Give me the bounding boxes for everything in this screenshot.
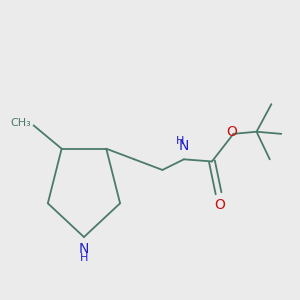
Text: O: O — [214, 198, 225, 212]
Text: N: N — [179, 140, 189, 153]
Text: O: O — [227, 125, 238, 139]
Text: CH₃: CH₃ — [10, 118, 31, 128]
Text: H: H — [80, 253, 88, 263]
Text: N: N — [79, 242, 89, 256]
Text: H: H — [176, 136, 184, 146]
